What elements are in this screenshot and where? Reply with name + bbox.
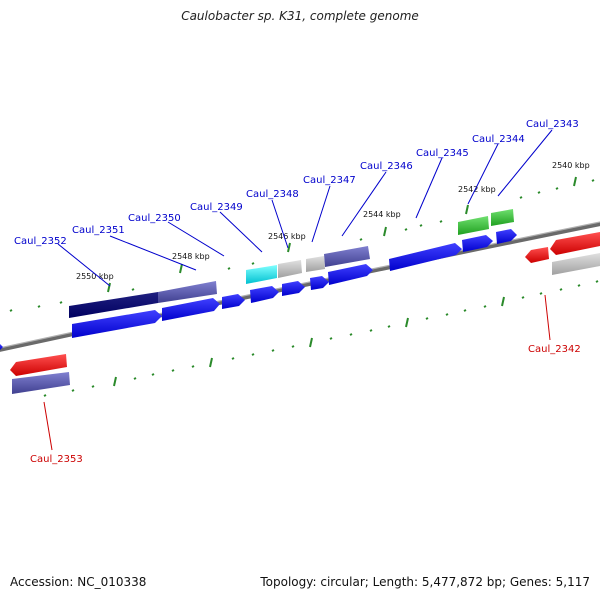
gene-arrow[interactable] — [310, 276, 329, 290]
gene-label[interactable]: Caul_2344 — [472, 134, 525, 145]
gene-feature[interactable] — [306, 256, 325, 272]
gene-feature[interactable] — [458, 216, 489, 235]
gene-arrow[interactable] — [496, 229, 517, 244]
gene-label[interactable]: Caul_2345 — [416, 148, 469, 159]
scale-label: 2550 kbp — [76, 272, 114, 281]
accession-label: Accession: NC_010338 — [10, 575, 147, 589]
genome-title: Caulobacter sp. K31, complete genome — [181, 9, 419, 23]
gene-arrow[interactable] — [10, 354, 67, 376]
gene-arrow[interactable] — [550, 232, 600, 255]
gene-arrow[interactable] — [250, 286, 279, 303]
gene-arrow[interactable] — [222, 294, 245, 309]
gene-arrow[interactable] — [162, 298, 220, 321]
genome-summary: Topology: circular; Length: 5,477,872 bp… — [260, 575, 590, 589]
scale-label: 2546 kbp — [268, 232, 306, 241]
gene-arrow[interactable] — [0, 344, 3, 350]
reverse-cds-track — [0, 232, 600, 394]
gene-label[interactable]: Caul_2347 — [303, 175, 356, 186]
scale-label: 2542 kbp — [458, 185, 496, 194]
gene-arrow[interactable] — [282, 281, 305, 296]
scale-label: 2544 kbp — [363, 210, 401, 219]
gene-label[interactable]: Caul_2353 — [30, 454, 83, 465]
gene-feature[interactable] — [12, 372, 70, 394]
forward-cds-track — [72, 229, 517, 338]
gene-feature[interactable] — [324, 246, 370, 267]
gene-arrow[interactable] — [389, 243, 462, 271]
gene-arrow[interactable] — [72, 310, 162, 338]
gene-feature[interactable] — [491, 209, 514, 226]
label-leaders — [43, 129, 553, 451]
gene-arrow[interactable] — [328, 264, 373, 285]
scale-label: 2540 kbp — [552, 161, 590, 170]
gene-label[interactable]: Caul_2342 — [528, 344, 581, 355]
gene-feature[interactable] — [246, 265, 277, 284]
upper-tick-track — [9, 176, 595, 312]
gene-label[interactable]: Caul_2350 — [128, 213, 181, 224]
gene-feature[interactable] — [552, 253, 600, 275]
gene-label[interactable]: Caul_2351 — [72, 225, 125, 236]
gene-label[interactable]: Caul_2352 — [14, 236, 67, 247]
gene-label[interactable]: Caul_2343 — [526, 119, 579, 130]
gene-arrow[interactable] — [462, 235, 493, 252]
scale-label: 2548 kbp — [172, 252, 210, 261]
gene-label[interactable]: Caul_2346 — [360, 161, 413, 172]
gene-feature[interactable] — [158, 281, 217, 303]
gene-label[interactable]: Caul_2349 — [190, 202, 243, 213]
gene-arrow[interactable] — [525, 247, 549, 263]
gene-feature[interactable] — [69, 292, 158, 318]
lower-tick-track — [43, 280, 599, 397]
gene-feature[interactable] — [278, 260, 302, 278]
forward-feature-track — [69, 209, 514, 318]
gene-label[interactable]: Caul_2348 — [246, 189, 299, 200]
